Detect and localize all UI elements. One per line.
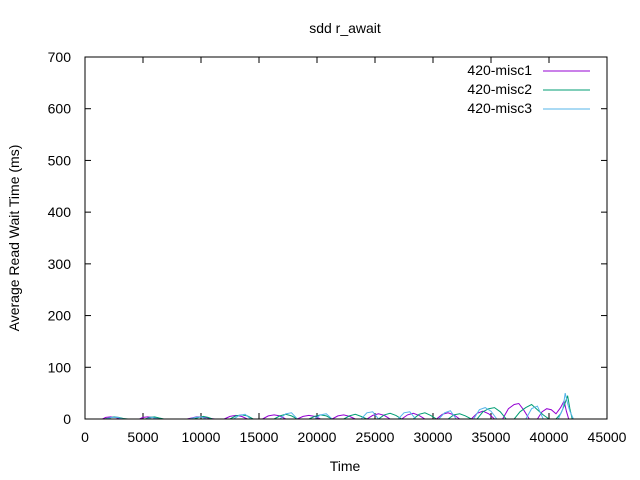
series-line-420-misc3 xyxy=(105,392,574,420)
x-tick-label: 5000 xyxy=(127,429,158,445)
series-line-420-misc1 xyxy=(102,399,570,420)
x-tick-label: 0 xyxy=(81,429,89,445)
y-tick-label: 300 xyxy=(48,256,72,272)
legend-label: 420-misc3 xyxy=(467,100,532,116)
y-tick-label: 0 xyxy=(63,411,71,427)
x-tick-label: 30000 xyxy=(414,429,453,445)
series-line-420-misc2 xyxy=(104,395,573,420)
x-tick-label: 10000 xyxy=(182,429,221,445)
x-tick-label: 45000 xyxy=(588,429,627,445)
y-tick-label: 100 xyxy=(48,359,72,375)
x-tick-label: 35000 xyxy=(472,429,511,445)
y-tick-label: 700 xyxy=(48,49,72,65)
x-tick-label: 40000 xyxy=(530,429,569,445)
y-tick-label: 500 xyxy=(48,152,72,168)
y-axis-label: Average Read Wait Time (ms) xyxy=(6,145,22,332)
chart-title: sdd r_await xyxy=(309,20,381,36)
y-tick-label: 200 xyxy=(48,308,72,324)
plot-frame xyxy=(84,56,608,420)
axis-ticks: 0 5000 10000 15000 20000 25000 30000 35000 40000… xyxy=(48,49,627,445)
legend-label: 420-misc1 xyxy=(467,62,532,78)
y-tick-label: 400 xyxy=(48,204,72,220)
x-axis-label: Time xyxy=(330,458,361,474)
series-lines xyxy=(102,392,574,420)
x-tick-label: 20000 xyxy=(298,429,337,445)
x-tick-label: 15000 xyxy=(240,429,279,445)
legend: 420-misc1 420-misc2 420-misc3 xyxy=(467,62,590,116)
x-tick-label: 25000 xyxy=(356,429,395,445)
legend-label: 420-misc2 xyxy=(467,81,532,97)
y-tick-label: 600 xyxy=(48,101,72,117)
